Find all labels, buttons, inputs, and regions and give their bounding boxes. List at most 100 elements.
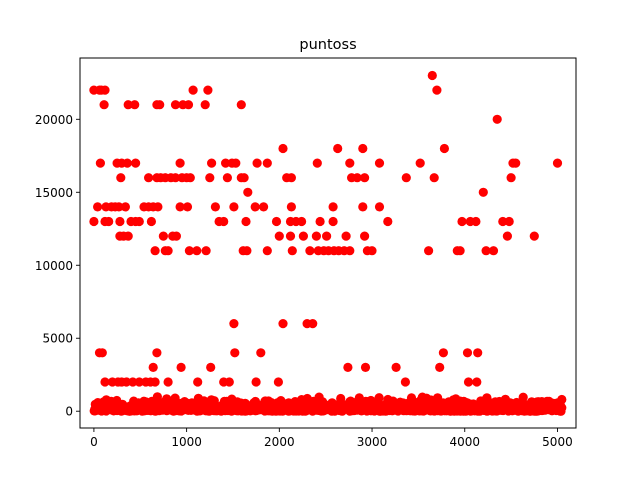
data-point xyxy=(409,402,419,412)
data-point xyxy=(186,402,196,412)
data-point xyxy=(529,231,539,241)
data-point xyxy=(347,397,357,407)
data-point xyxy=(286,173,296,183)
data-point xyxy=(383,216,393,227)
data-point xyxy=(200,100,210,110)
data-point xyxy=(482,393,492,403)
data-point xyxy=(315,216,325,227)
data-point xyxy=(239,173,249,183)
data-point xyxy=(511,158,521,168)
data-point xyxy=(400,377,410,387)
data-point xyxy=(438,348,448,358)
data-point xyxy=(527,405,537,416)
data-point xyxy=(171,231,181,241)
data-point xyxy=(95,158,105,168)
data-point xyxy=(100,377,110,387)
data-point xyxy=(496,398,506,408)
data-point xyxy=(308,405,318,415)
data-point xyxy=(340,403,350,413)
data-point xyxy=(278,143,288,154)
data-point xyxy=(488,246,499,256)
data-point xyxy=(163,246,173,256)
data-point xyxy=(100,85,110,95)
data-point xyxy=(243,187,253,197)
data-point xyxy=(158,231,168,241)
data-point xyxy=(305,246,315,256)
data-point xyxy=(298,231,308,241)
data-point xyxy=(298,405,308,415)
data-point xyxy=(544,396,554,406)
data-point xyxy=(274,231,284,241)
data-point xyxy=(273,377,283,387)
data-point xyxy=(236,399,246,409)
data-point xyxy=(325,402,335,413)
data-point xyxy=(93,403,103,413)
data-point xyxy=(429,173,439,183)
data-point xyxy=(185,173,195,183)
data-point xyxy=(144,173,154,183)
data-point xyxy=(352,173,362,183)
data-point xyxy=(435,362,445,372)
data-point xyxy=(519,405,529,415)
data-point xyxy=(93,202,103,212)
data-point xyxy=(131,158,141,168)
data-point xyxy=(424,246,434,256)
data-point xyxy=(552,158,563,168)
data-point xyxy=(471,216,481,227)
data-point xyxy=(145,403,155,413)
data-point xyxy=(481,246,491,256)
data-point xyxy=(115,216,125,227)
data-point xyxy=(188,85,198,95)
data-point xyxy=(419,404,429,414)
dense-band-layer xyxy=(89,392,567,416)
data-point xyxy=(438,398,448,408)
y-axis: 0 5000 10000 15000 20000 xyxy=(35,113,80,419)
data-point xyxy=(221,158,231,168)
data-point xyxy=(360,173,370,183)
data-point xyxy=(318,406,328,416)
data-point xyxy=(192,246,202,256)
data-point xyxy=(170,173,181,183)
data-point xyxy=(241,216,251,227)
data-point xyxy=(462,348,473,358)
data-point xyxy=(259,399,269,409)
data-point xyxy=(271,216,282,227)
data-point xyxy=(374,158,385,168)
data-point xyxy=(183,100,194,110)
data-point xyxy=(345,158,355,168)
data-point xyxy=(311,231,321,241)
data-point xyxy=(472,377,482,387)
data-point xyxy=(242,246,252,256)
data-point xyxy=(457,216,467,227)
data-point xyxy=(262,158,272,168)
x-tick-label: 5000 xyxy=(542,435,573,449)
data-point xyxy=(473,348,483,358)
points-layer xyxy=(89,70,563,387)
data-point xyxy=(170,100,181,110)
data-point xyxy=(134,377,144,387)
y-tick-label: 5000 xyxy=(42,332,73,346)
data-point xyxy=(210,202,220,212)
plot-frame xyxy=(79,57,577,429)
data-point xyxy=(286,202,296,212)
data-point xyxy=(203,85,213,95)
data-point xyxy=(122,158,132,168)
data-point xyxy=(182,202,193,212)
data-point xyxy=(175,202,185,212)
data-point xyxy=(557,394,567,405)
data-point xyxy=(250,202,260,212)
data-point xyxy=(401,173,411,183)
x-tick-label: 2000 xyxy=(264,435,295,449)
data-point xyxy=(484,402,494,412)
data-point xyxy=(336,393,346,404)
chart-title: puntoss xyxy=(299,37,356,53)
data-point xyxy=(236,100,246,110)
data-point xyxy=(154,404,164,414)
data-point xyxy=(251,377,261,387)
data-point xyxy=(360,231,370,241)
data-point xyxy=(163,377,173,387)
data-point xyxy=(184,246,194,256)
data-point xyxy=(109,405,119,416)
data-point xyxy=(432,85,442,95)
data-point xyxy=(285,231,296,241)
